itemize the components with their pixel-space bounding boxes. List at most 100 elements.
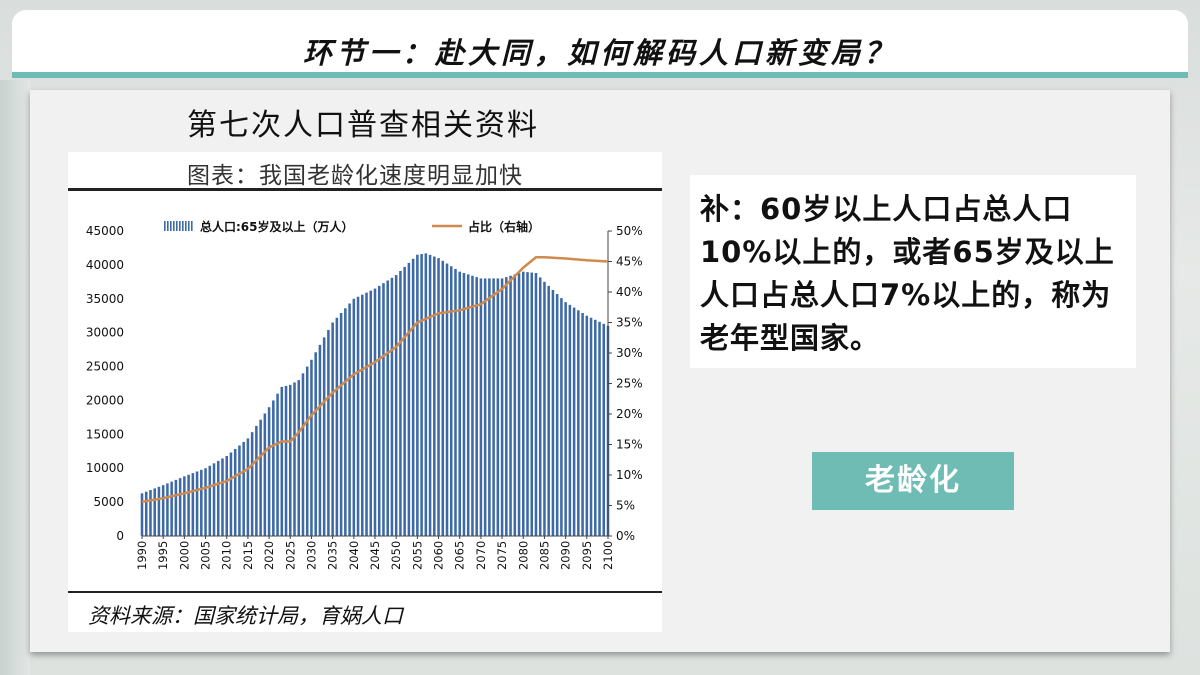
bar-2027 [297, 380, 301, 536]
bar-2020 [267, 407, 271, 536]
bar-2023 [280, 386, 284, 536]
bar-1997 [170, 481, 173, 536]
axes-group: 0 5000 10000 15000 20000 25000 30000 35000 40000… [86, 224, 643, 570]
bar-2003 [195, 471, 199, 536]
bar-1996 [166, 483, 169, 536]
bar-2026 [293, 382, 296, 536]
bar-2082 [530, 272, 534, 536]
x-tick-label-2010: 2010 [220, 541, 234, 570]
bar-2040 [352, 298, 356, 536]
bar-2011 [229, 452, 233, 536]
bar-2010 [225, 456, 228, 536]
bar-1992 [149, 490, 152, 536]
bar-2041 [356, 296, 360, 536]
x-tick-label-2050: 2050 [389, 541, 403, 570]
y-tick-label-10000: 10000 [86, 461, 124, 475]
bar-1993 [153, 488, 156, 536]
bar-2084 [538, 277, 542, 536]
bar-1994 [157, 486, 161, 536]
x-tick-label-2085: 2085 [537, 541, 551, 570]
y2-tick-label-4: 20% [616, 407, 643, 421]
bar-2057 [424, 253, 428, 536]
bar-2060 [437, 258, 440, 536]
chart-legend: 总人口:65岁及以上（万人） 占比（右轴） [164, 219, 540, 234]
bar-2045 [373, 288, 377, 536]
y-tick-label-35000: 35000 [86, 292, 124, 306]
chart-bottom-rule [68, 591, 662, 593]
bar-2074 [496, 278, 500, 536]
bar-2075 [500, 278, 504, 536]
line-series-group [141, 255, 609, 504]
chart-title: 图表：我国老龄化速度明显加快 [187, 163, 523, 189]
bar-2073 [492, 278, 495, 536]
y-tick-label-5000: 5000 [93, 495, 124, 509]
bar-2049 [390, 277, 394, 536]
bar-2076 [505, 277, 508, 536]
x-tick-label-2020: 2020 [262, 541, 276, 570]
bar-2048 [386, 280, 389, 536]
bar-2083 [534, 273, 538, 536]
chart-card [68, 152, 662, 632]
bar-2086 [547, 285, 550, 536]
page-title: 环节一：赴大同，如何解码人口新变局？ [302, 36, 897, 70]
bar-1991 [144, 491, 148, 536]
x-tick-label-2045: 2045 [368, 541, 382, 570]
bar-2014 [242, 441, 245, 536]
bar-2087 [551, 289, 555, 536]
bar-2036 [335, 317, 339, 536]
y2-tick-label-9: 45% [616, 255, 643, 269]
bar-2029 [305, 366, 309, 536]
panel-title: 第七次人口普查相关资料 [187, 108, 539, 143]
aging-tag-button[interactable]: 老龄化 [812, 452, 1014, 510]
legend-label-bars: 总人口:65岁及以上（万人） [200, 219, 354, 234]
bar-2005 [204, 468, 207, 536]
bar-2072 [488, 278, 491, 536]
bar-2061 [441, 260, 445, 536]
y2-tick-label-1: 5% [616, 499, 635, 513]
bar-2081 [526, 272, 529, 536]
bar-2079 [517, 273, 521, 536]
bar-2089 [560, 298, 563, 536]
chart-source-note: 资料来源：国家统计局，育娲人口 [88, 604, 403, 628]
x-tick-label-2030: 2030 [304, 541, 318, 570]
bar-series-group [140, 253, 610, 536]
bar-2009 [221, 458, 224, 536]
bar-2053 [407, 262, 411, 536]
bar-2055 [416, 254, 419, 536]
y2-tick-label-8: 40% [616, 285, 643, 299]
header-bar [12, 10, 1188, 72]
bar-1990 [140, 493, 144, 536]
bar-2001 [187, 474, 190, 536]
bar-1999 [178, 478, 182, 536]
x-tick-label-2065: 2065 [453, 541, 467, 570]
y2-tick-label-6: 30% [616, 346, 643, 360]
bar-2035 [331, 322, 334, 536]
x-tick-label-2055: 2055 [410, 541, 424, 570]
y2-tick-label-10: 50% [616, 224, 643, 238]
bar-2090 [564, 302, 567, 536]
bar-2071 [483, 278, 487, 536]
bar-2044 [369, 290, 373, 536]
bar-2064 [454, 268, 457, 536]
bar-2080 [522, 271, 525, 536]
bar-2025 [289, 384, 292, 536]
bar-2037 [339, 313, 343, 536]
bar-2066 [462, 273, 466, 536]
aging-chart: 0 5000 10000 15000 20000 25000 30000 35000 40000… [86, 219, 643, 570]
bar-2051 [399, 270, 402, 536]
y-tick-label-20000: 20000 [86, 393, 124, 407]
bar-2024 [284, 385, 288, 536]
x-tick-label-2070: 2070 [474, 541, 488, 570]
legend-swatch-bars [164, 221, 194, 231]
bar-2006 [208, 465, 212, 536]
bar-2022 [276, 393, 279, 536]
bar-2043 [365, 292, 368, 536]
bar-2096 [589, 317, 593, 536]
bar-2088 [555, 294, 559, 536]
bar-2039 [348, 303, 351, 536]
slide-background-edge [0, 80, 30, 675]
bar-2004 [200, 469, 203, 536]
bar-2059 [433, 256, 436, 536]
bar-2031 [314, 352, 317, 536]
chart-top-rule [68, 188, 662, 191]
